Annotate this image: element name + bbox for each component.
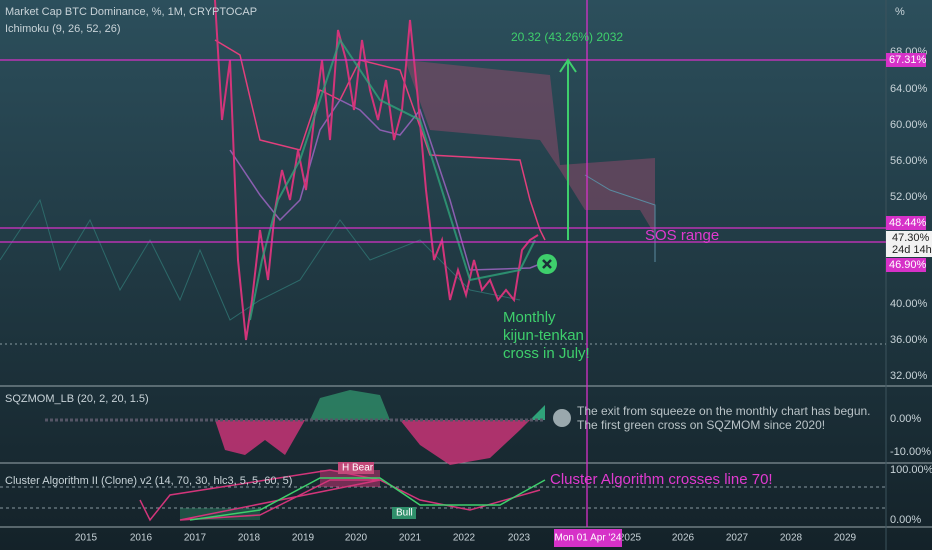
sqz-positive (530, 405, 545, 420)
badge (886, 216, 926, 230)
cursor-badge (554, 529, 622, 547)
cluster-line (139, 469, 541, 522)
tenkan-line (229, 99, 546, 271)
unit: % (895, 6, 905, 18)
ichimoku-cloud (405, 60, 655, 235)
time-label: 2023 (508, 533, 531, 544)
bull-label: Bull (396, 508, 413, 519)
time-label: 2015 (75, 533, 98, 544)
cursor-label: Mon 01 Apr '24 (555, 533, 622, 544)
price-label: 40.00% (890, 298, 928, 310)
sqz-positive (310, 390, 390, 420)
symbol: Market Cap BTC Dominance, %, 1M, CRYPTOC… (5, 6, 257, 18)
price-label: 60.00% (890, 119, 928, 131)
bear-badge (338, 462, 374, 474)
time-label: 2017 (184, 533, 207, 544)
note-line: cross in July! (503, 345, 590, 362)
time-label: 2020 (345, 533, 368, 544)
badge-label: 48.44% (889, 217, 927, 229)
levels (0, 0, 886, 527)
time-label: 2016 (130, 533, 153, 544)
price-label: 32.00% (890, 370, 928, 382)
price-label: 56.00% (890, 155, 928, 167)
price-label: 64.00% (890, 83, 928, 95)
time-label: 2027 (726, 533, 749, 544)
sqz-negative (400, 420, 530, 465)
time-label: 2029 (834, 533, 857, 544)
bull-badge (392, 507, 416, 519)
cluster-label: 100.00% (890, 464, 932, 476)
badge-label: 46.90% (889, 259, 927, 271)
time-axis: 2015 2016 2017 2018 2019 2020 2021 2022 … (75, 533, 857, 544)
sqz-title: SQZMOM_LB (20, 2, 20, 1.5) (5, 393, 149, 405)
price-candles (214, 0, 539, 341)
cluster-label: 0.00% (890, 514, 921, 526)
future-line (584, 174, 656, 262)
note-icon (553, 409, 571, 427)
note-line: kijun-tenkan (503, 327, 584, 344)
badge (886, 231, 932, 257)
sqz-label: 0.00% (890, 413, 921, 425)
price-candles-up (249, 37, 536, 321)
price-label: 36.00% (890, 334, 928, 346)
badge-label: 67.31% (889, 54, 927, 66)
cluster-note: Cluster Algorithm crosses line 70! (550, 471, 773, 488)
time-label: 2019 (292, 533, 315, 544)
sqz-label: -10.00% (890, 446, 931, 458)
lagging-span (0, 198, 521, 321)
sqz-negative (215, 420, 305, 455)
time-label: 2021 (399, 533, 422, 544)
badge (886, 53, 926, 67)
price-label: 52.00% (890, 191, 928, 203)
sqz-note: The first green cross on SQZMOM since 20… (577, 418, 825, 432)
measure-arrow (559, 58, 577, 240)
badge-label: 24d 14h (892, 244, 932, 256)
sqz-note: The exit from squeeze on the monthly cha… (577, 404, 871, 418)
cluster-signal (189, 477, 546, 521)
time-label: 2025 (619, 533, 642, 544)
badge-label: 47.30% (892, 232, 930, 244)
time-label: 2022 (453, 533, 476, 544)
cross-icon (542, 259, 552, 269)
badge (886, 258, 926, 272)
bear-label: H Bear (342, 463, 374, 474)
time-label: 2026 (672, 533, 695, 544)
measure-label: 20.32 (43.26%) 2032 (511, 30, 623, 44)
sos-label: SOS range (645, 227, 719, 244)
note-line: Monthly (503, 309, 556, 326)
indicator: Ichimoku (9, 26, 52, 26) (5, 23, 121, 35)
time-label: 2018 (238, 533, 261, 544)
cluster-title: Cluster Algorithm II (Clone) v2 (14, 70,… (5, 475, 292, 487)
time-label: 2028 (780, 533, 803, 544)
